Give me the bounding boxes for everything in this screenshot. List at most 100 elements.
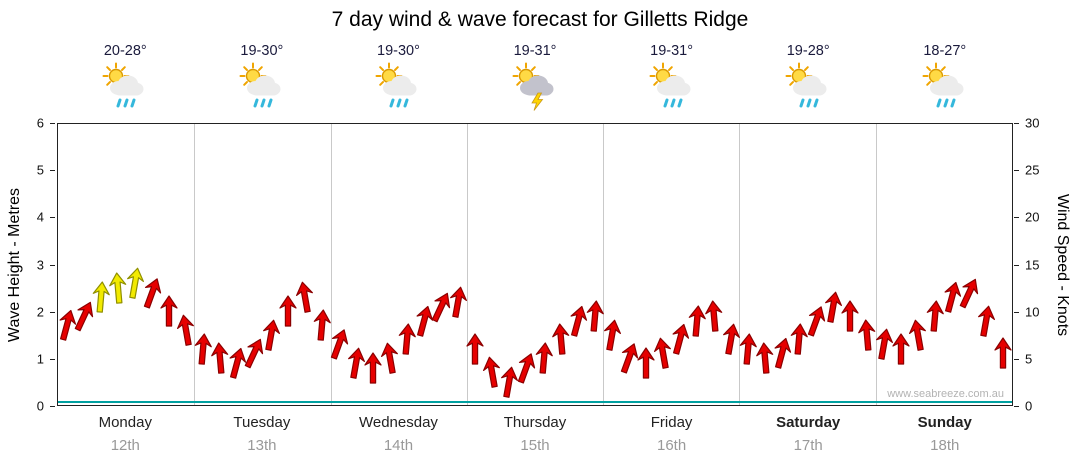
wind-arrow <box>481 355 504 390</box>
day-gridline <box>194 124 196 405</box>
tick-mark <box>50 358 55 360</box>
wind-arrow <box>239 335 269 372</box>
tick-mark <box>1014 358 1019 360</box>
wind-arrow <box>954 274 984 311</box>
tick-mark <box>50 406 55 407</box>
tick-label: 5 <box>1025 351 1033 367</box>
wind-arrow <box>789 323 810 356</box>
wind-arrow <box>447 285 470 320</box>
tick-label: 20 <box>1025 209 1040 225</box>
tick-label: 1 <box>36 351 44 367</box>
tick-label: 30 <box>1025 115 1040 131</box>
zero-baseline <box>58 401 1012 403</box>
left-axis-ticks: 0 1 2 3 4 5 6 <box>0 116 56 414</box>
wind-arrow <box>857 318 878 351</box>
wind-arrow <box>312 309 333 342</box>
sun-cloud-rain-icon <box>373 62 423 112</box>
wind-arrow <box>107 271 128 304</box>
day-date: 14th <box>383 437 414 454</box>
day-name: Monday <box>98 414 152 431</box>
wind-arrow <box>192 332 213 365</box>
temp-label: 19-30° <box>240 43 284 59</box>
wind-arrow <box>54 308 80 344</box>
day-name: Friday <box>650 414 693 431</box>
sun-cloud-rain-icon <box>100 62 150 112</box>
day-gridline <box>330 124 332 405</box>
temp-label: 19-30° <box>377 43 420 59</box>
wind-arrow <box>344 346 367 381</box>
wind-arrow <box>550 323 571 356</box>
temp-label: 20-28° <box>103 43 147 59</box>
tick-label: 0 <box>1025 398 1033 414</box>
tick-label: 10 <box>1025 304 1040 320</box>
day-name: Tuesday <box>233 414 291 431</box>
wind-arrow <box>293 280 316 315</box>
wind-arrow <box>224 345 250 381</box>
day-name: Wednesday <box>358 414 438 431</box>
wind-arrow <box>667 322 693 358</box>
tick-mark <box>1014 264 1019 266</box>
wind-arrow <box>364 351 382 384</box>
tick-label: 15 <box>1025 257 1040 272</box>
wind-arrow <box>821 289 844 324</box>
wind-arrow <box>90 281 111 314</box>
day-gridline <box>603 124 605 405</box>
wind-arrow <box>325 326 353 362</box>
wind-arrow <box>907 317 930 352</box>
wind-arrow <box>565 303 591 339</box>
tick-label: 0 <box>36 398 44 414</box>
wind-arrow <box>755 341 776 374</box>
day-name: Sunday <box>917 414 972 431</box>
wind-arrow <box>209 341 230 374</box>
wind-arrow <box>615 340 643 376</box>
sun-cloud-rain-icon <box>920 62 970 112</box>
tick-mark <box>1014 123 1019 124</box>
day-date: 18th <box>930 437 960 454</box>
wind-arrow <box>738 332 759 365</box>
temp-label: 19-28° <box>786 43 830 59</box>
day-gridline <box>739 124 741 405</box>
wind-arrow <box>138 274 166 310</box>
watermark: www.seabreeze.com.au <box>887 388 1004 400</box>
tick-mark <box>1014 170 1019 172</box>
day-name: Saturday <box>776 414 841 431</box>
tick-mark <box>50 123 55 124</box>
wind-arrow <box>841 300 859 332</box>
wind-arrow <box>651 336 674 371</box>
sun-cloud-rain-icon <box>783 62 833 112</box>
tick-mark <box>50 264 55 266</box>
day-gridline <box>466 124 468 405</box>
temp-label: 19-31° <box>650 43 694 59</box>
wind-arrow <box>379 341 402 376</box>
wind-arrow <box>279 295 297 327</box>
wind-arrow <box>975 303 998 338</box>
wind-arrow <box>704 299 725 332</box>
tick-mark <box>50 311 55 313</box>
wind-arrow <box>466 333 484 365</box>
wind-arrow <box>259 317 282 352</box>
tick-label: 4 <box>36 209 44 225</box>
weather-icon-row <box>57 62 1013 118</box>
sun-cloud-rain-icon <box>647 62 697 112</box>
tick-mark <box>50 217 55 219</box>
wind-arrow <box>69 298 99 335</box>
wind-arrow <box>174 313 197 348</box>
wind-arrow <box>802 303 830 339</box>
wind-arrow <box>584 299 605 332</box>
wind-arrow <box>719 322 742 357</box>
forecast-chart: www.seabreeze.com.au <box>57 123 1013 406</box>
day-date: 13th <box>247 437 277 454</box>
tick-label: 5 <box>36 162 44 178</box>
wind-arrow <box>769 336 795 372</box>
wind-arrow <box>637 347 655 379</box>
tick-mark <box>1014 406 1019 407</box>
wind-arrow <box>940 279 966 315</box>
day-date: 12th <box>110 437 140 454</box>
wind-arrow <box>160 295 178 327</box>
page-title: 7 day wind & wave forecast for Gilletts … <box>331 8 749 31</box>
temperature-row: 20-28° 19-30° 19-30° 19-31° 19-31° 19-28… <box>57 42 1013 60</box>
tick-label: 2 <box>36 304 44 320</box>
wind-arrow <box>686 304 707 337</box>
wind-arrow <box>892 333 910 365</box>
